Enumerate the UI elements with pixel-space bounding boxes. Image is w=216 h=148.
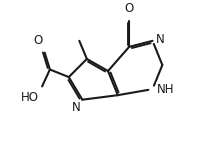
Text: HO: HO xyxy=(21,91,39,104)
Text: NH: NH xyxy=(157,83,175,96)
Text: N: N xyxy=(72,101,81,114)
Text: O: O xyxy=(124,2,134,15)
Text: O: O xyxy=(33,34,42,47)
Text: N: N xyxy=(156,33,165,46)
